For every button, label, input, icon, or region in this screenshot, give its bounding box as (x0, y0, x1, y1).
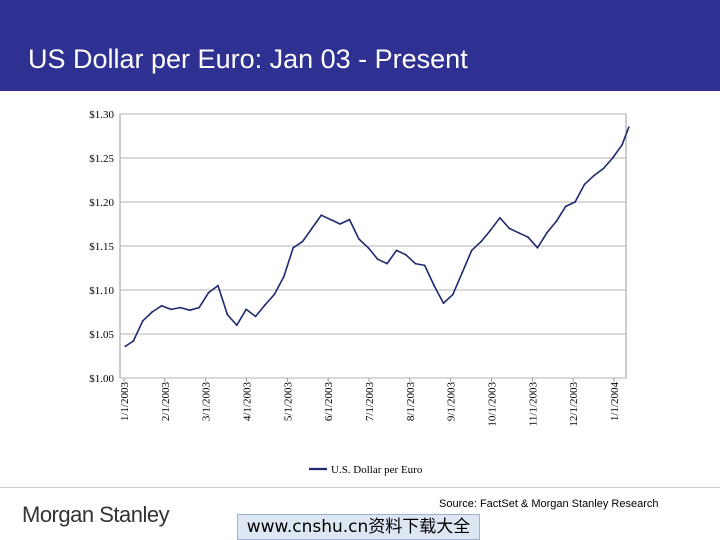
footer-divider (0, 487, 720, 488)
data-point (433, 284, 435, 287)
x-tick-label: 2/1/2003 (160, 382, 172, 422)
data-point (442, 302, 445, 305)
data-point (339, 223, 341, 225)
data-point (621, 143, 623, 146)
x-tick-label: 10/1/2003 (487, 382, 499, 427)
data-point (517, 231, 520, 234)
data-point (320, 214, 323, 217)
data-point (358, 238, 360, 240)
data-point (405, 253, 407, 256)
slide-title: US Dollar per Euro: Jan 03 - Present (28, 44, 468, 74)
data-point (348, 218, 351, 221)
data-point (292, 246, 295, 249)
data-point (461, 271, 464, 274)
data-point (235, 324, 238, 327)
y-tick-label: $1.15 (89, 241, 114, 253)
data-point (527, 236, 529, 239)
data-point (198, 306, 201, 309)
x-axis-ticks: 1/1/2003 2/1/2003 3/1/2003 4/1/2003 5/1/2003… (119, 378, 621, 427)
data-point (583, 183, 586, 186)
data-point (536, 246, 539, 249)
y-tick-label: $1.25 (89, 153, 114, 165)
data-point (282, 275, 285, 278)
y-tick-label: $1.00 (89, 373, 114, 385)
data-point (508, 227, 511, 230)
data-point (273, 293, 276, 296)
data-point (264, 304, 266, 306)
grid-lines (120, 113, 626, 379)
data-point (452, 293, 454, 296)
x-tick-label: 9/1/2003 (446, 382, 458, 422)
y-tick-label: $1.10 (89, 285, 114, 297)
data-point (489, 229, 492, 232)
data-point (217, 284, 219, 287)
x-tick-label: 12/1/2003 (568, 382, 580, 427)
x-tick-label: 6/1/2003 (323, 382, 335, 422)
watermark-banner[interactable]: www.cnshu.cn资料下载大全 (237, 514, 480, 540)
data-point (329, 218, 332, 221)
data-point (207, 291, 210, 294)
data-point (593, 174, 595, 177)
data-point (423, 264, 426, 267)
data-point (414, 262, 417, 265)
x-tick-label: 1/1/2003 (119, 382, 131, 422)
legend: U.S. Dollar per Euro (309, 464, 423, 476)
y-tick-label: $1.05 (89, 329, 114, 341)
data-point (254, 315, 257, 318)
data-point (141, 319, 144, 322)
data-point (386, 262, 388, 265)
x-tick-label: 4/1/2003 (242, 382, 254, 422)
y-tick-label: $1.20 (89, 197, 114, 209)
data-point (480, 240, 482, 243)
series-points (124, 126, 630, 348)
x-tick-label: 8/1/2003 (405, 382, 417, 422)
morgan-stanley-logo: Morgan Stanley (22, 502, 170, 527)
data-point (555, 220, 558, 223)
data-point (179, 306, 182, 309)
data-point (226, 313, 229, 316)
data-point (367, 246, 370, 249)
x-tick-label: 3/1/2003 (201, 382, 213, 422)
data-point (395, 249, 398, 252)
x-tick-label: 5/1/2003 (282, 382, 294, 422)
data-point (132, 340, 135, 342)
source-note: Source: FactSet & Morgan Stanley Researc… (439, 498, 659, 510)
data-point (301, 240, 304, 243)
title-bar: US Dollar per Euro: Jan 03 - Present (0, 0, 720, 91)
x-tick-label: 1/1/2004 (609, 382, 621, 422)
data-point (611, 157, 614, 159)
data-point (170, 308, 172, 311)
data-point (376, 258, 379, 261)
data-point (627, 126, 630, 129)
data-point (245, 308, 248, 311)
x-tick-label: 11/1/2003 (527, 382, 539, 427)
data-point (602, 167, 605, 170)
y-tick-label: $1.30 (89, 109, 114, 121)
data-point (151, 311, 154, 313)
data-point (574, 201, 576, 203)
data-point (499, 216, 501, 219)
data-point (188, 309, 191, 312)
line-chart: $1.00 $1.05 $1.10 $1.15 $1.20 $1.25 $1.30 1/1/… (89, 109, 630, 476)
data-point (124, 345, 127, 348)
data-point (564, 205, 567, 208)
legend-label: U.S. Dollar per Euro (331, 464, 423, 476)
data-point (160, 304, 163, 307)
data-point (311, 227, 313, 230)
data-point (470, 249, 473, 252)
y-axis-ticks: $1.00 $1.05 $1.10 $1.15 $1.20 $1.25 $1.30 (89, 109, 114, 385)
x-tick-label: 7/1/2003 (364, 382, 376, 422)
data-point (546, 231, 548, 234)
